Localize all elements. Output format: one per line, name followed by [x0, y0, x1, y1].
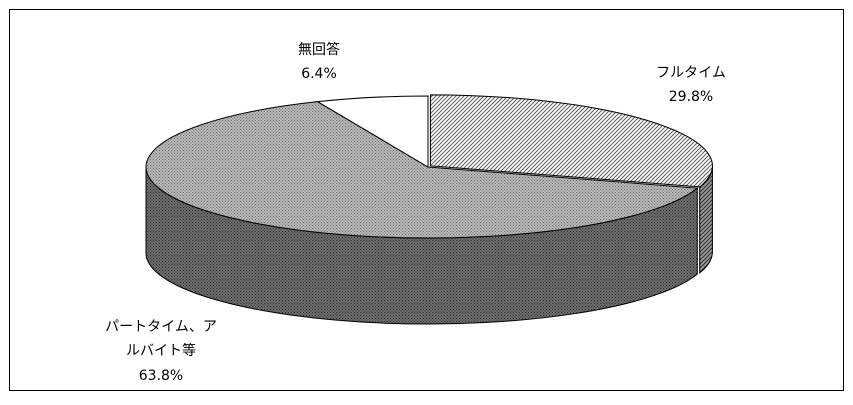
slice-label-parttime-line1: パートタイム、ア [105, 319, 217, 335]
pie-sides [145, 165, 713, 325]
slice-value-parttime: 63.8% [139, 368, 183, 384]
slice-label-noanswer: 無回答 [298, 41, 340, 58]
pie-tops [145, 94, 713, 239]
slice-label-parttime-line2: ルバイト等 [126, 342, 196, 359]
slice-value-noanswer: 6.4% [301, 66, 337, 82]
pie-slice-fulltime [429, 94, 713, 188]
pie-slice-noanswer [316, 95, 429, 168]
pie-slice-parttime [145, 101, 699, 239]
slice-label-fulltime: フルタイム [656, 65, 726, 81]
slice-value-fulltime: 29.8% [669, 89, 713, 105]
